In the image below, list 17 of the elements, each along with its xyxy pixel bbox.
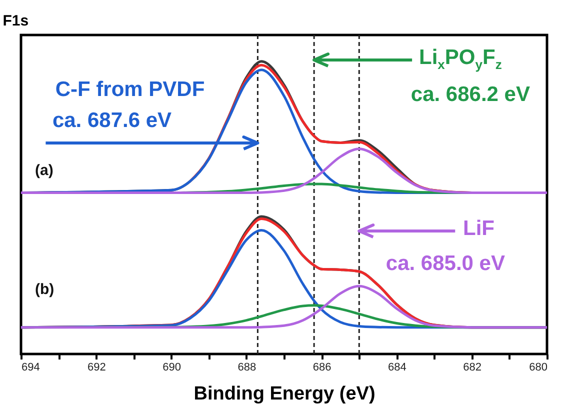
x-tick-label: 694: [22, 362, 40, 374]
x-tick-label: 692: [87, 362, 106, 374]
annotation: ca. 687.6 eV: [52, 109, 172, 132]
annotation: ca. 686.2 eV: [410, 83, 530, 106]
x-tick-label: 682: [463, 362, 482, 374]
x-tick-label: 680: [529, 362, 548, 374]
annotation: (a): [35, 162, 54, 179]
x-tick-label: 690: [162, 362, 181, 374]
x-tick-label: 684: [388, 362, 406, 374]
annotation: (b): [35, 281, 54, 298]
x-tick-label: 688: [238, 362, 256, 374]
annotation: ca. 685.0 eV: [386, 252, 505, 275]
x-axis-title: Binding Energy (eV): [194, 384, 376, 404]
annotation: C-F from PVDF: [55, 78, 205, 101]
chart-title: F1s: [2, 12, 29, 30]
annotation: LiF: [463, 217, 495, 240]
x-tick-label: 686: [312, 362, 332, 374]
